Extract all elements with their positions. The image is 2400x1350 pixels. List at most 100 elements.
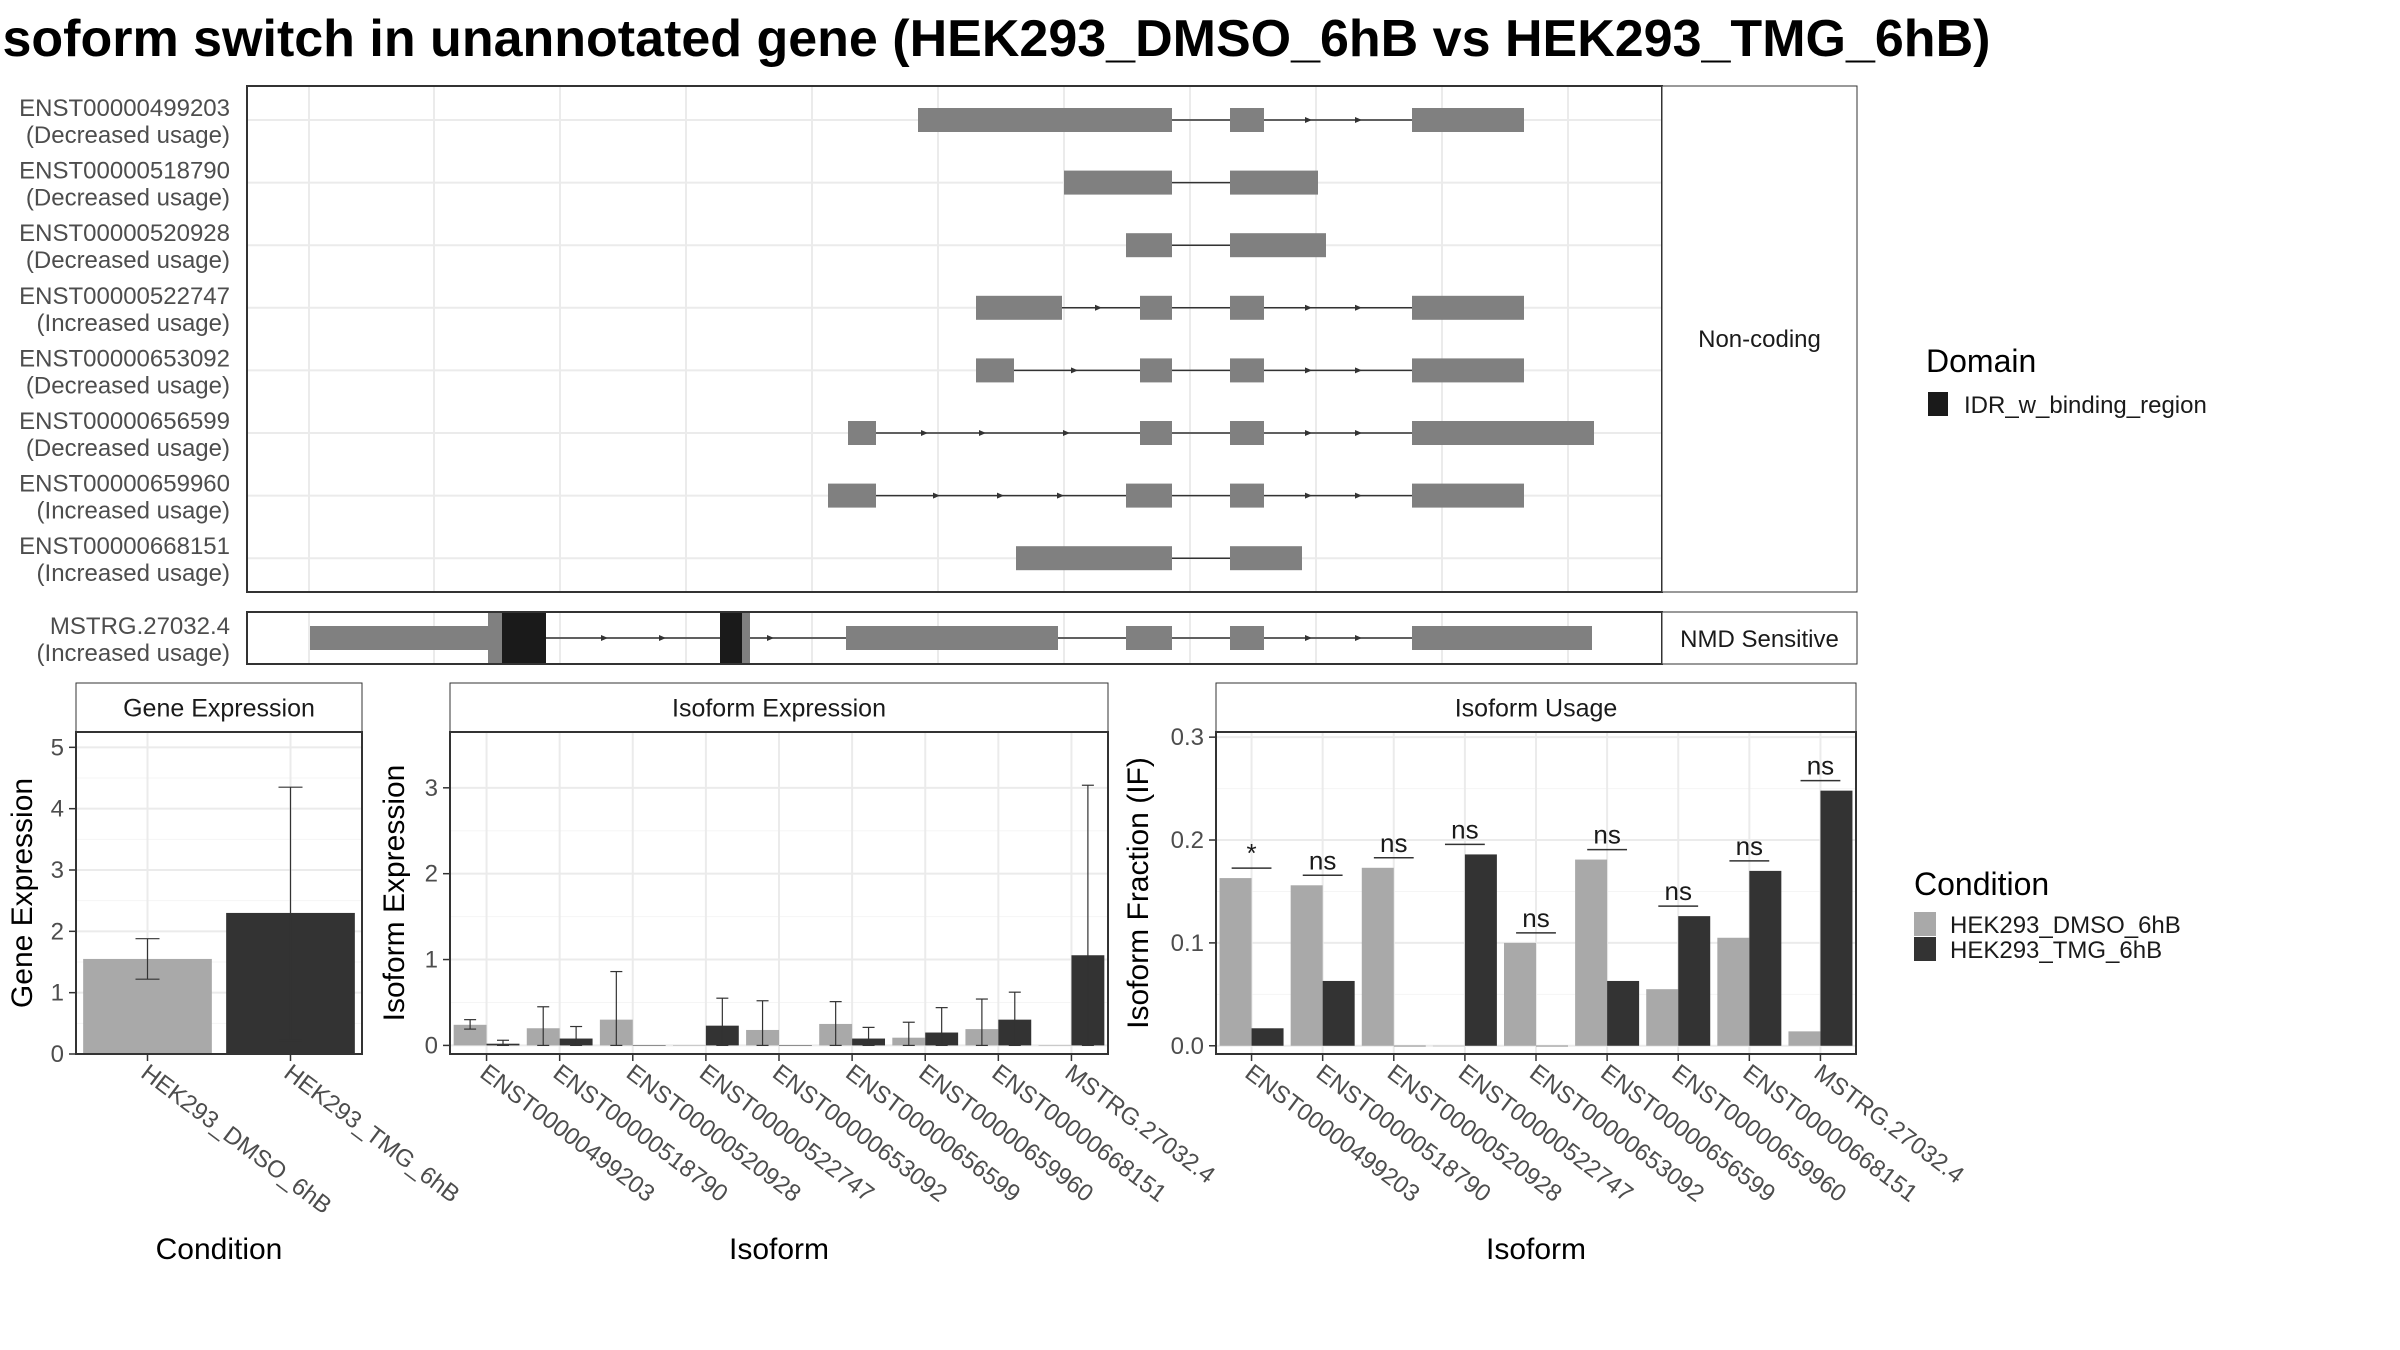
intron-arrow <box>1071 367 1078 374</box>
y-tick-label: 0.1 <box>1171 930 1204 957</box>
noncoding-strip <box>1661 85 1858 593</box>
transcript-id-label: MSTRG.27032.4 <box>50 613 230 640</box>
exon-block <box>1412 483 1524 508</box>
transcript-id-label: ENST00000522747 <box>19 283 230 310</box>
domain-legend-label: IDR_w_binding_region <box>1964 392 2207 419</box>
exon-block <box>846 626 1058 650</box>
figure-title: Isoform switch in unannotated gene (HEK2… <box>0 10 1990 68</box>
bar-tmg <box>632 1045 666 1046</box>
significance-label: ns <box>1522 903 1549 933</box>
y-tick-label: 0.2 <box>1171 827 1204 854</box>
exon-block <box>1140 421 1172 445</box>
y-tick-label: 0 <box>51 1041 64 1068</box>
exon-block <box>1140 295 1172 320</box>
exon-block <box>1230 170 1318 195</box>
transcript-usage-label: (Increased usage) <box>37 498 230 525</box>
intron-arrow <box>601 635 608 641</box>
y-tick-label: 2 <box>51 918 64 945</box>
x-axis-title: Isoform <box>729 1233 829 1266</box>
exon-block <box>1140 358 1172 383</box>
panel-border <box>75 731 363 1055</box>
y-tick-label: 5 <box>51 734 64 761</box>
y-tick-label: 1 <box>51 980 64 1007</box>
condition-legend-label-tmg: HEK293_TMG_6hB <box>1950 937 2162 964</box>
idr-domain-block <box>720 612 742 664</box>
y-tick-label: 1 <box>425 947 438 974</box>
intron-arrow <box>921 430 928 436</box>
intron-arrow <box>1355 635 1362 641</box>
bar-dmso <box>1788 1031 1821 1046</box>
bar-tmg <box>1322 980 1355 1046</box>
significance-label: ns <box>1593 820 1620 850</box>
exon-block <box>1016 546 1172 571</box>
nmd-strip <box>1661 611 1858 665</box>
intron-arrow <box>979 430 986 436</box>
panel-strip <box>449 682 1109 733</box>
significance-label: ns <box>1451 814 1478 844</box>
exon-block <box>1064 170 1172 195</box>
bar-tmg <box>1678 916 1711 1046</box>
exon-block <box>1230 295 1264 320</box>
intron-arrow <box>767 635 774 641</box>
exon-block <box>1230 421 1264 445</box>
idr-domain-block <box>502 612 546 664</box>
condition-legend-key-tmg <box>1914 937 1936 961</box>
transcript-usage-label: (Decreased usage) <box>26 247 230 274</box>
intron-arrow <box>1305 635 1312 641</box>
isoform-expression-chart: Isoform Expression0123ENST00000499203ENS… <box>378 682 1220 1266</box>
transcript-usage-label: (Decreased usage) <box>26 122 230 149</box>
condition-legend-key-dmso <box>1914 912 1936 936</box>
transcript-id-label: ENST00000668151 <box>19 533 230 560</box>
exon-block <box>1126 233 1172 258</box>
bar-tmg <box>1607 980 1640 1046</box>
intron-arrow <box>933 492 940 499</box>
intron-arrow <box>1305 117 1312 123</box>
panel-strip <box>75 682 363 733</box>
y-tick-label: 3 <box>425 775 438 802</box>
bar-tmg <box>1820 790 1853 1046</box>
y-axis-title: Gene Expression <box>6 778 39 1008</box>
exon-block <box>1230 546 1302 571</box>
exon-block <box>1230 108 1264 132</box>
bar-dmso <box>1646 989 1679 1046</box>
exon-block <box>1412 108 1524 132</box>
exon-block <box>1230 626 1264 650</box>
y-tick-label: 0.3 <box>1171 724 1204 751</box>
bar-tmg <box>779 1045 812 1046</box>
intron-arrow <box>659 635 666 641</box>
intron-arrow <box>1355 304 1362 311</box>
exon-block <box>1230 233 1326 258</box>
transcript-id-label: ENST00000659960 <box>19 471 230 498</box>
bar-tmg <box>1464 854 1497 1046</box>
nmd-strip-label: NMD Sensitive <box>1680 626 1839 653</box>
exon-block <box>1230 483 1264 508</box>
bar-dmso <box>1219 878 1252 1046</box>
bar-tmg <box>1251 1028 1284 1046</box>
bar-dmso <box>1290 885 1323 1046</box>
transcript-usage-label: (Decreased usage) <box>26 185 230 212</box>
y-tick-label: 0 <box>425 1032 438 1059</box>
intron-arrow <box>1305 367 1312 374</box>
transcript-id-label: ENST00000518790 <box>19 158 230 185</box>
x-axis-title: Condition <box>156 1233 283 1266</box>
exon-block <box>1412 358 1524 383</box>
bar-tmg <box>1749 870 1782 1046</box>
panel-title: Isoform Expression <box>672 695 886 723</box>
domain-legend: Domain IDR_w_binding_region <box>1926 343 2207 419</box>
panel-title: Isoform Usage <box>1455 695 1618 723</box>
x-axis-title: Isoform <box>1486 1233 1586 1266</box>
exon-block <box>1412 421 1594 445</box>
bar-dmso <box>1717 937 1750 1046</box>
bar-dmso <box>1504 942 1536 1046</box>
exon-block <box>848 421 876 445</box>
significance-label: ns <box>1309 845 1336 875</box>
intron-arrow <box>1355 117 1362 123</box>
transcript-id-label: ENST00000653092 <box>19 345 230 372</box>
exon-block <box>1230 358 1264 383</box>
y-tick-label: 3 <box>51 857 64 884</box>
transcript-id-label: ENST00000499203 <box>19 95 230 122</box>
bar-dmso <box>1575 859 1608 1046</box>
significance-label: ns <box>1736 831 1763 861</box>
bar-dmso <box>453 1024 487 1046</box>
